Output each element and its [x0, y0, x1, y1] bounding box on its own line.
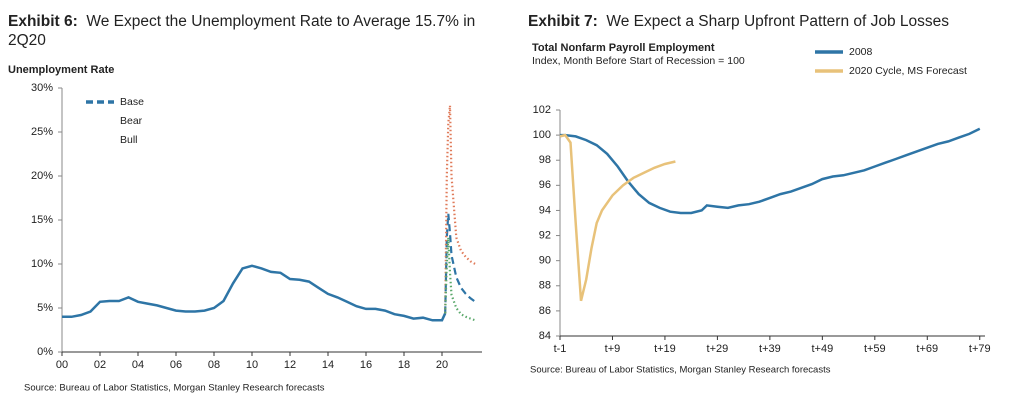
source: Source: Bureau of Labor Statistics, Morg…: [530, 365, 831, 376]
x-tick-label: t+9: [605, 343, 621, 355]
y-tick-label: 15%: [31, 214, 53, 226]
x-tick-label: t+49: [811, 343, 833, 355]
y-tick-label: 25%: [31, 126, 53, 138]
x-tick-label: 16: [360, 359, 372, 371]
y-axis-title: Unemployment Rate: [8, 64, 114, 76]
series-line: [62, 264, 447, 322]
subtitle: Total Nonfarm Payroll Employment: [532, 42, 715, 54]
series-line: [444, 213, 476, 314]
exhibit-title: Exhibit 7: We Expect a Sharp Upfront Pat…: [528, 12, 998, 31]
x-tick-label: 10: [246, 359, 258, 371]
legend-label: Bear: [120, 115, 143, 127]
series-line: [560, 127, 981, 215]
exhibit-label: Exhibit 6:: [8, 13, 78, 30]
series-line: [559, 133, 676, 302]
title: We Expect the Unemployment Rate to Avera…: [8, 13, 476, 49]
x-tick-label: 18: [398, 359, 410, 371]
y-tick-label: 94: [539, 204, 551, 216]
x-tick-label: t+29: [707, 343, 729, 355]
x-tick-label: t+59: [864, 343, 886, 355]
y-tick-label: 5%: [37, 302, 53, 314]
source: Source: Bureau of Labor Statistics, Morg…: [24, 383, 325, 394]
y-tick-label: 30%: [31, 82, 53, 94]
x-tick-label: 08: [208, 359, 220, 371]
title: We Expect a Sharp Upfront Pattern of Job…: [606, 13, 950, 30]
legend-label: Base: [120, 96, 144, 108]
x-tick-label: t+79: [969, 343, 991, 355]
series-line: [444, 105, 476, 314]
y-tick-label: 0%: [37, 346, 53, 358]
x-tick-label: 14: [322, 359, 334, 371]
x-tick-label: 02: [94, 359, 106, 371]
panel: Exhibit 7: We Expect a Sharp Upfront Pat…: [520, 0, 1009, 406]
series-line: [444, 237, 476, 322]
y-tick-label: 98: [539, 154, 551, 166]
legend-label: 2020 Cycle, MS Forecast: [849, 65, 967, 77]
y-tick-label: 92: [539, 229, 551, 241]
y-tick-label: 20%: [31, 170, 53, 182]
x-tick-label: 06: [170, 359, 182, 371]
y-tick-label: 88: [539, 280, 551, 292]
x-tick-label: 12: [284, 359, 296, 371]
x-tick-label: t+19: [654, 343, 676, 355]
y-tick-label: 84: [539, 330, 551, 342]
x-tick-label: 04: [132, 359, 144, 371]
legend-label: Bull: [120, 134, 138, 146]
x-tick-label: t+39: [759, 343, 781, 355]
x-tick-label: t-1: [554, 343, 567, 355]
exhibit-title: Exhibit 6: We Expect the Unemployment Ra…: [8, 12, 478, 50]
legend-label: 2008: [849, 46, 873, 58]
y-tick-label: 96: [539, 179, 551, 191]
y-tick-label: 100: [533, 129, 551, 141]
y-tick-label: 86: [539, 305, 551, 317]
x-tick-label: t+69: [916, 343, 938, 355]
note: Index, Month Before Start of Recession =…: [532, 55, 745, 67]
x-tick-label: 20: [436, 359, 448, 371]
panel: Exhibit 6: We Expect the Unemployment Ra…: [8, 12, 482, 394]
exhibit-label: Exhibit 7:: [528, 13, 598, 30]
y-tick-label: 102: [533, 104, 551, 116]
x-tick-label: 00: [56, 359, 68, 371]
chart: Unemployment Rate Source: Bureau of Labor…: [8, 64, 482, 394]
y-tick-label: 90: [539, 255, 551, 267]
y-tick-label: 10%: [31, 258, 53, 270]
